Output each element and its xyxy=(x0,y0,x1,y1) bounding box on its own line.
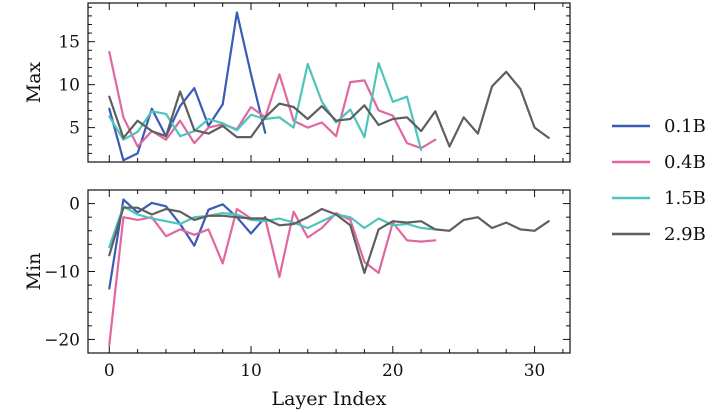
plot-frame xyxy=(87,2,571,163)
y-tick-label: −10 xyxy=(44,263,80,283)
x-tick-label: 30 xyxy=(524,361,546,381)
series-line-0.4B xyxy=(108,207,437,346)
series-line-0.1B xyxy=(108,198,267,290)
y-axis-label: Max xyxy=(23,61,45,103)
legend-label: 0.4B xyxy=(664,152,706,173)
series-line-2.9B xyxy=(108,206,550,274)
x-tick-label: 20 xyxy=(382,361,404,381)
series-line-2.9B xyxy=(108,70,550,148)
x-axis-label: Layer Index xyxy=(272,388,387,410)
plot-frame xyxy=(87,189,571,354)
legend-label: 1.5B xyxy=(664,188,706,209)
y-tick-label: 10 xyxy=(58,76,80,96)
y-axis-label: Min xyxy=(23,253,45,291)
x-tick-label: 0 xyxy=(104,361,115,381)
legend-label: 0.1B xyxy=(664,116,706,137)
max-panel: 5 10 15 Max xyxy=(23,2,571,163)
y-tick-label: 15 xyxy=(58,33,80,53)
min-panel: 0 −10 −20 Min 0 10 20 30 xyxy=(23,189,571,381)
legend-label: 2.9B xyxy=(664,224,706,245)
legend: 0.1B 0.4B 1.5B 2.9B xyxy=(612,116,706,245)
series-line-0.1B xyxy=(108,11,267,162)
x-tick-label: 10 xyxy=(240,361,262,381)
series-line-1.5B xyxy=(108,205,437,249)
y-tick-label: 0 xyxy=(69,195,80,215)
y-tick-label: 5 xyxy=(69,119,80,139)
y-tick-label: −20 xyxy=(44,330,80,350)
series-line-1.5B xyxy=(108,62,423,152)
series-line-0.4B xyxy=(108,50,437,150)
